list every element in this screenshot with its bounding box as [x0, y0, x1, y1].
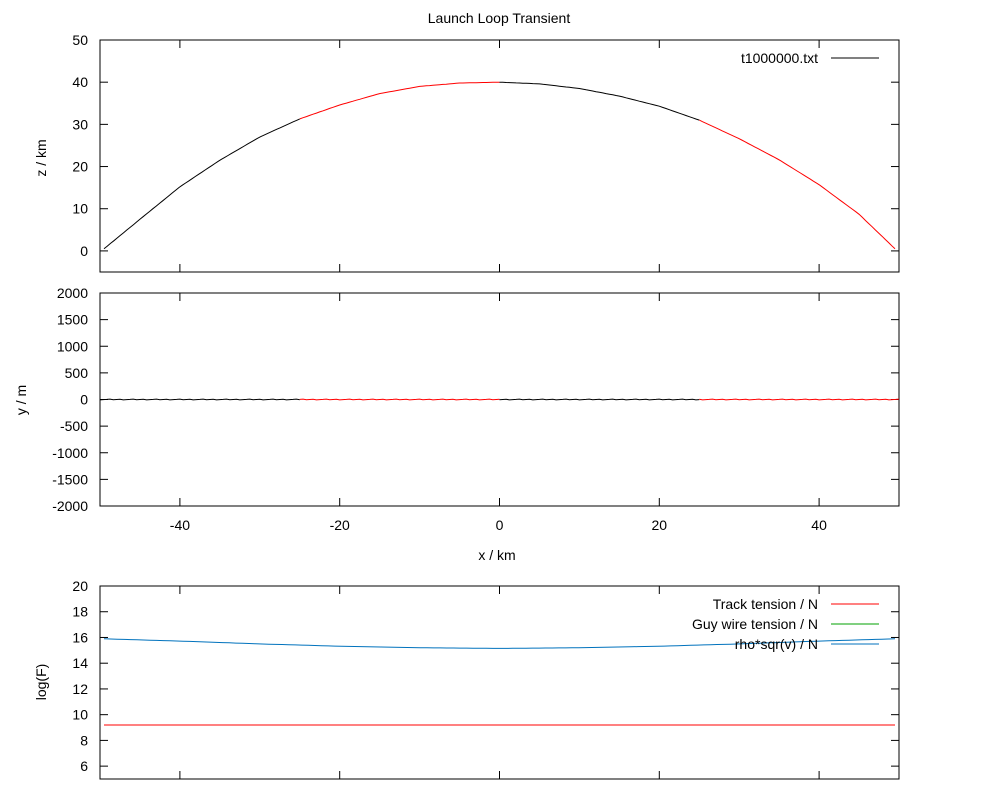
y-tick-label: 1000 [57, 338, 88, 354]
force-plot-ticks: 6 8 10 12 14 16 18 20 [72, 578, 899, 779]
force-plot-legend: Track tension / N Guy wire tension / N r… [692, 596, 879, 652]
legend-label-guy-wire-tension: Guy wire tension / N [692, 616, 818, 632]
series-line-segment [699, 398, 900, 401]
y-tick-label: -1000 [52, 445, 88, 461]
y-tick-label: 500 [65, 365, 89, 381]
y-tick-label: -500 [60, 418, 88, 434]
y-tick-label: 50 [72, 32, 88, 48]
force-plot-lines [103, 638, 896, 726]
y-tick-label: 10 [72, 201, 88, 217]
y-tick-label: 20 [72, 159, 88, 175]
legend-label-track-tension: Track tension / N [713, 596, 818, 612]
y-plot-ticks: -2000 -1500 -1000 -500 0 500 1000 1500 2000 -40 -2… [52, 285, 899, 533]
z-axis-label: z / km [33, 139, 49, 176]
x-tick-label: -40 [170, 517, 190, 533]
series-line-segment [99, 398, 300, 401]
force-plot: 6 8 10 12 14 16 18 20 log(F) Track tension / N … [33, 578, 900, 780]
x-tick-label: -20 [330, 517, 350, 533]
legend-label-t1000000: t1000000.txt [741, 50, 818, 66]
y-tick-label: 0 [80, 392, 88, 408]
y-tick-label: -1500 [52, 471, 88, 487]
series-line-segment [699, 119, 896, 250]
z-plot-legend: t1000000.txt [741, 50, 879, 66]
logf-axis-label: log(F) [33, 664, 49, 701]
series-line-2 [103, 638, 896, 649]
z-plot-lines [103, 81, 896, 250]
y-tick-label: 40 [72, 74, 88, 90]
series-line-segment [103, 118, 301, 250]
y-tick-label: -2000 [52, 498, 88, 514]
series-line-segment [499, 81, 700, 121]
y-tick-label: 30 [72, 116, 88, 132]
y-tick-label: 20 [72, 578, 88, 594]
figure-title: Launch Loop Transient [428, 10, 571, 26]
z-plot-ticks: 0 10 20 30 40 50 [72, 32, 899, 272]
y-tick-label: 18 [72, 604, 88, 620]
legend-label-rho-sqr-v: rho*sqr(v) / N [735, 636, 818, 652]
y-tick-label: 14 [72, 655, 88, 671]
y-tick-label: 1500 [57, 312, 88, 328]
y-tick-label: 0 [80, 243, 88, 259]
y-tick-label: 6 [80, 758, 88, 774]
x-tick-label: 0 [496, 517, 504, 533]
series-line-segment [299, 81, 500, 120]
x-tick-label: 20 [652, 517, 668, 533]
y-axis-label: y / m [13, 385, 29, 415]
y-deviation-plot: -2000 -1500 -1000 -500 0 500 1000 1500 2000 -40 -2… [13, 285, 900, 563]
force-plot-frame [99, 585, 900, 780]
y-tick-label: 12 [72, 681, 88, 697]
y-plot-lines [99, 398, 900, 401]
x-axis-label: x / km [478, 547, 515, 563]
series-line-segment [299, 398, 500, 401]
z-profile-plot: 0 10 20 30 40 50 z / km t1000000.txt [33, 32, 900, 273]
y-tick-label: 2000 [57, 285, 88, 301]
y-tick-label: 8 [80, 732, 88, 748]
y-tick-label: 10 [72, 707, 88, 723]
series-line-segment [499, 398, 700, 401]
z-plot-frame [99, 39, 900, 273]
x-tick-label: 40 [811, 517, 827, 533]
y-tick-label: 16 [72, 629, 88, 645]
